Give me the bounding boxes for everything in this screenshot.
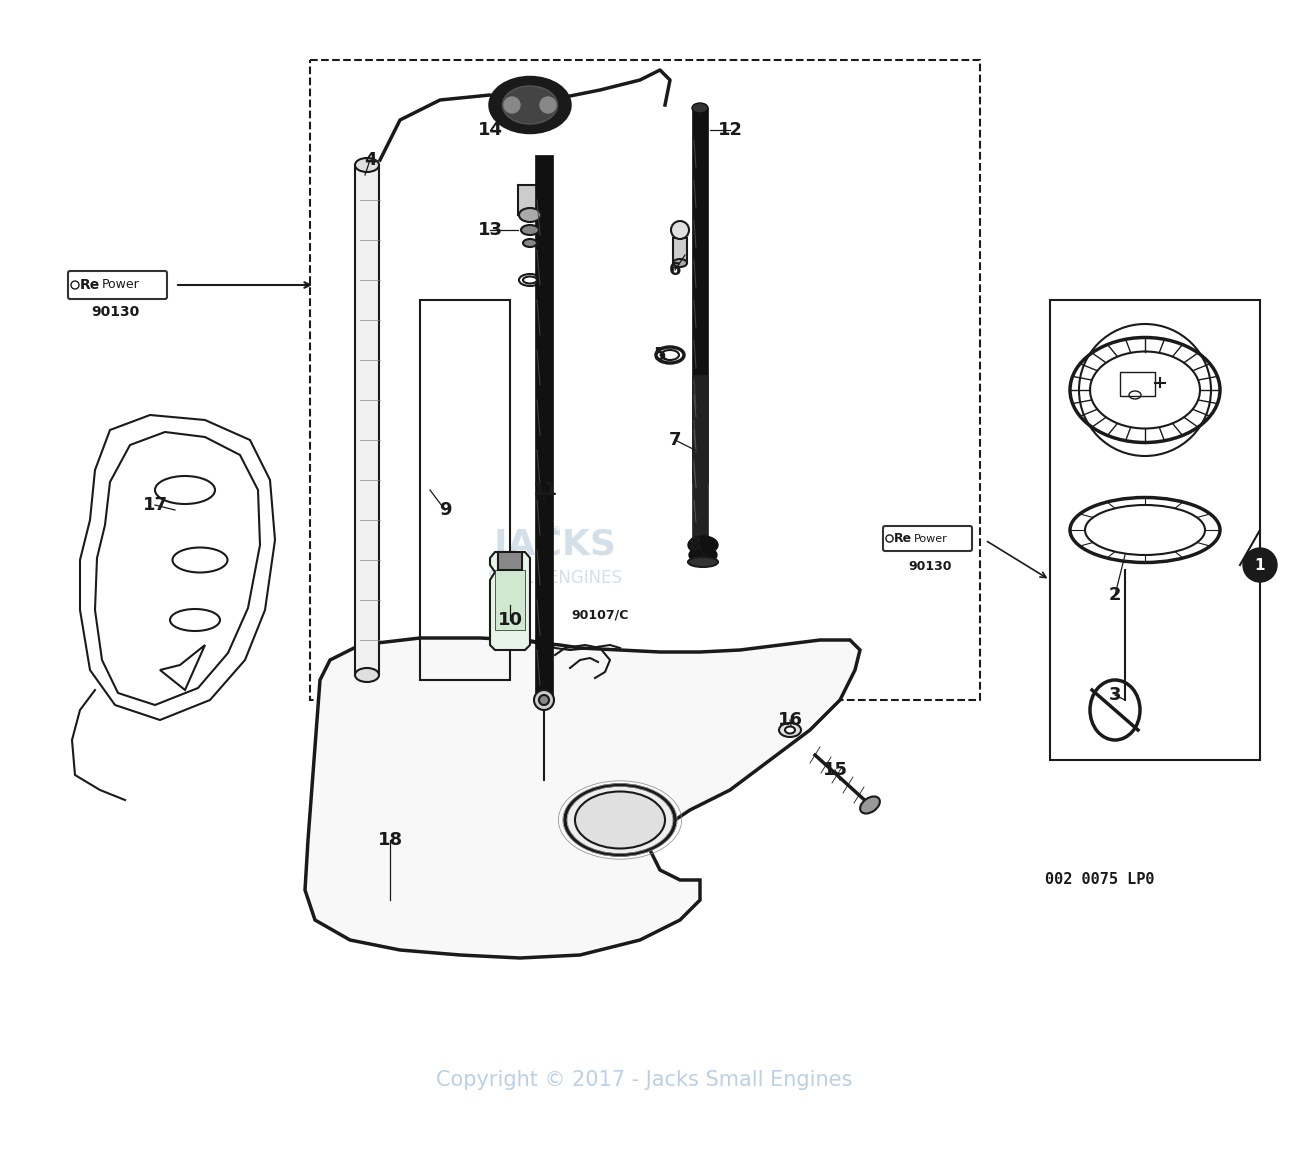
Bar [354, 165, 379, 675]
FancyBboxPatch shape [68, 271, 168, 300]
Text: 12: 12 [718, 121, 742, 139]
Ellipse shape [523, 276, 538, 283]
Text: 14: 14 [477, 121, 503, 139]
Bar [420, 300, 510, 680]
Text: 18: 18 [378, 831, 402, 849]
Text: 10: 10 [498, 611, 522, 629]
Ellipse shape [785, 727, 795, 734]
Text: 2: 2 [1109, 586, 1121, 604]
Circle shape [540, 97, 556, 113]
FancyBboxPatch shape [883, 526, 972, 551]
Text: ©: © [549, 525, 561, 538]
Polygon shape [490, 552, 530, 650]
Ellipse shape [661, 350, 679, 359]
Circle shape [1243, 548, 1277, 582]
Text: Power: Power [914, 533, 947, 544]
Bar [1120, 372, 1155, 396]
Bar [692, 108, 708, 483]
Ellipse shape [354, 158, 379, 172]
Ellipse shape [860, 796, 880, 813]
Text: 002 0075 LP0: 002 0075 LP0 [1045, 872, 1155, 887]
Ellipse shape [354, 668, 379, 682]
Ellipse shape [692, 103, 708, 113]
Ellipse shape [521, 225, 539, 235]
Bar [309, 60, 980, 700]
Ellipse shape [523, 238, 538, 247]
Ellipse shape [503, 86, 558, 124]
Text: Power: Power [102, 279, 139, 291]
Ellipse shape [672, 221, 690, 238]
Bar [692, 376, 708, 540]
Text: SMALL ENGINES: SMALL ENGINES [489, 569, 623, 588]
Text: Re: Re [895, 532, 913, 545]
Text: 90107/C: 90107/C [571, 608, 629, 621]
Text: 9: 9 [438, 501, 451, 520]
Ellipse shape [490, 77, 570, 132]
Text: 3: 3 [1109, 685, 1121, 704]
Bar [518, 185, 541, 215]
Circle shape [539, 695, 549, 705]
Circle shape [534, 690, 554, 710]
Ellipse shape [688, 558, 718, 567]
Text: Re: Re [80, 278, 101, 291]
Text: 6: 6 [669, 262, 682, 279]
Text: 8: 8 [688, 536, 701, 554]
Bar [495, 570, 525, 630]
Ellipse shape [673, 259, 687, 267]
Text: 90130: 90130 [92, 305, 139, 319]
Polygon shape [305, 638, 860, 958]
Circle shape [504, 97, 519, 113]
Ellipse shape [519, 209, 541, 222]
Text: 4: 4 [363, 151, 376, 169]
Ellipse shape [688, 536, 718, 554]
Text: JACKS: JACKS [494, 528, 616, 562]
Ellipse shape [575, 791, 665, 849]
Text: 16: 16 [777, 711, 803, 729]
Text: 1: 1 [1254, 558, 1266, 573]
Bar [535, 156, 553, 695]
Bar [673, 238, 687, 263]
Ellipse shape [690, 547, 717, 563]
Ellipse shape [779, 723, 800, 737]
Text: 5: 5 [654, 346, 666, 364]
Ellipse shape [565, 785, 675, 855]
Text: 15: 15 [822, 761, 847, 779]
Text: 13: 13 [477, 221, 503, 238]
Text: 90130: 90130 [909, 560, 951, 573]
Bar [1051, 300, 1261, 760]
Bar [498, 552, 522, 570]
Text: 11: 11 [532, 482, 558, 499]
Text: 7: 7 [669, 431, 682, 449]
Text: Copyright © 2017 - Jacks Small Engines: Copyright © 2017 - Jacks Small Engines [436, 1070, 852, 1090]
Text: 17: 17 [143, 497, 168, 514]
